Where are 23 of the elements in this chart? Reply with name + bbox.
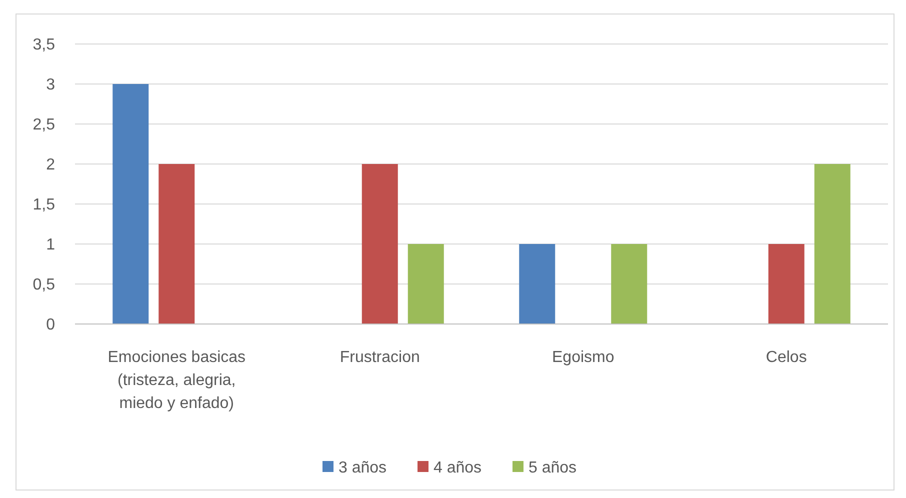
legend-label: 3 años bbox=[338, 460, 387, 477]
bar bbox=[519, 244, 556, 324]
y-tick-label: 3,5 bbox=[32, 36, 56, 54]
x-tick-label: Frustracion bbox=[340, 349, 420, 366]
bar bbox=[158, 164, 195, 324]
y-tick-label: 0 bbox=[46, 316, 56, 334]
bar bbox=[112, 84, 149, 324]
x-tick-label: Egoismo bbox=[552, 349, 614, 366]
y-tick-label: 3 bbox=[46, 76, 56, 94]
bar bbox=[362, 164, 398, 324]
x-tick-label: Emociones basicas (tristeza, alegria, miedo y enfado) bbox=[108, 349, 246, 412]
y-tick-label: 2,5 bbox=[32, 116, 56, 134]
legend-label: 5 años bbox=[528, 460, 577, 477]
bar bbox=[814, 164, 850, 324]
legend-label: 4 años bbox=[434, 460, 482, 477]
y-tick-label: 0,5 bbox=[32, 276, 56, 294]
x-tick-label: Celos bbox=[766, 349, 807, 366]
bar bbox=[408, 244, 444, 324]
bar bbox=[768, 244, 804, 324]
y-tick-label: 1 bbox=[46, 236, 56, 254]
y-tick-label: 2 bbox=[46, 156, 56, 174]
y-tick-label: 1,5 bbox=[32, 196, 56, 214]
bar bbox=[611, 244, 648, 324]
